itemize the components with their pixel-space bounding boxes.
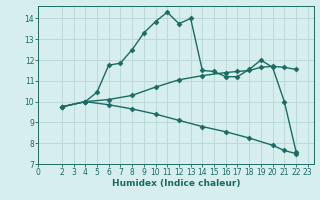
X-axis label: Humidex (Indice chaleur): Humidex (Indice chaleur)	[112, 179, 240, 188]
